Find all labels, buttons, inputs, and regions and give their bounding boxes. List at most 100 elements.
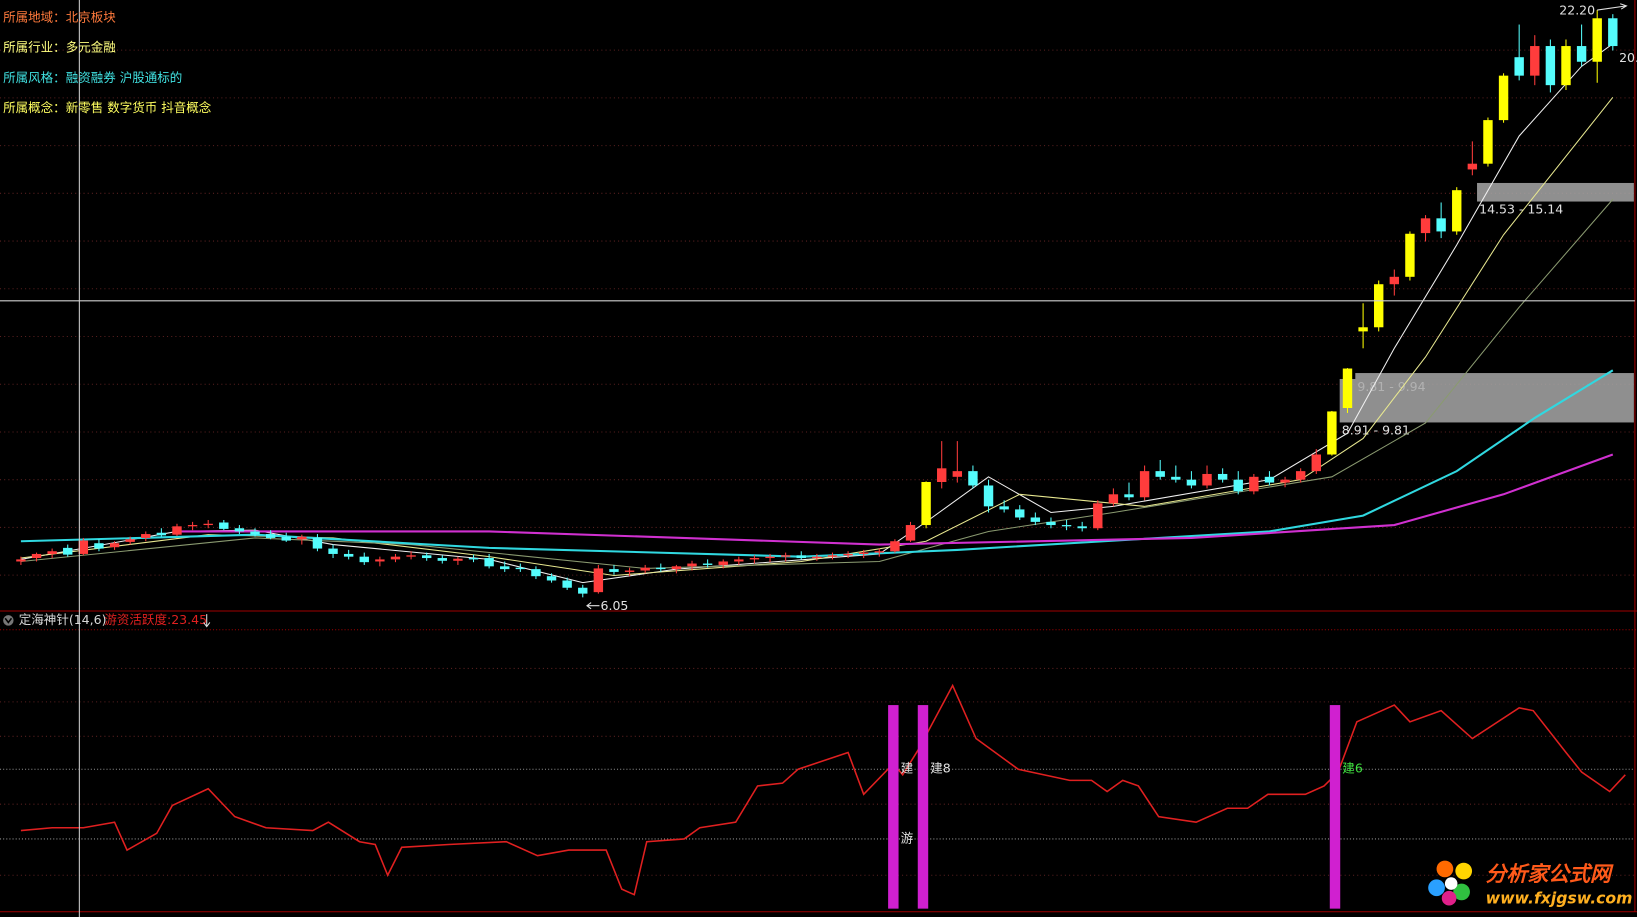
candle-body [1061, 525, 1072, 527]
candle-body [265, 534, 276, 538]
candle-body [1311, 454, 1321, 472]
price-zone [1355, 373, 1634, 379]
candle-body [1327, 411, 1337, 455]
logo-petal [1453, 883, 1470, 901]
candle-body [1030, 517, 1041, 522]
candle-body [531, 569, 541, 577]
candle-body [1077, 526, 1087, 529]
logo-petal [1455, 862, 1473, 880]
candle-body [1436, 218, 1446, 232]
candle-body [1389, 276, 1400, 285]
signal-label: 建6 [1342, 761, 1363, 776]
candle-body [1358, 327, 1368, 332]
collapse-icon-arrow [4, 617, 13, 624]
candle-body [734, 559, 744, 562]
candle-body [78, 540, 89, 554]
moving-average [20, 369, 1614, 558]
signal-bar [888, 705, 899, 909]
candle-body [468, 558, 479, 560]
indicator-name: 定海神针(14,6) [19, 612, 107, 627]
candle-body [1420, 218, 1431, 234]
candle-body [1452, 190, 1462, 232]
candle-body [1530, 46, 1540, 76]
candle-body [234, 528, 245, 532]
plot: 14.53 - 15.149.81 - 9.948.91 - 9.8122.20… [0, 3, 1637, 909]
logo-petal [1428, 879, 1445, 897]
info-line: 所属行业：多元金融 [3, 40, 116, 55]
candle-body [203, 523, 213, 526]
candle-body [1093, 503, 1103, 529]
candle-body [109, 543, 120, 548]
candle-body [1171, 476, 1181, 480]
candle-body [1186, 479, 1197, 486]
candle-body [1374, 284, 1384, 328]
candle-body [421, 555, 432, 559]
candle-body [1015, 509, 1025, 518]
candle-body [1295, 471, 1306, 480]
candle-body [297, 536, 307, 540]
candle-body [749, 558, 760, 560]
logo-petal [1441, 890, 1457, 906]
watermark-title: 分析家公式网 [1486, 862, 1614, 886]
candle-body [141, 534, 151, 538]
candle-body [156, 532, 167, 536]
candle-body [390, 556, 401, 560]
candle-body [593, 568, 604, 593]
candle-body [999, 506, 1009, 510]
candle-body [1139, 471, 1150, 498]
signal-bar [1329, 705, 1341, 909]
watermark: 分析家公式网 www.fxjgsw.com [1428, 860, 1632, 908]
candle-body [1233, 479, 1243, 492]
candle-body [858, 552, 869, 554]
price-zone [1477, 182, 1634, 202]
candle-body [937, 468, 947, 482]
logo-petal [1436, 860, 1454, 878]
candle-body [1405, 233, 1415, 277]
candle-body [983, 485, 994, 507]
info-line: 所属概念：新零售 数字货币 抖音概念 [3, 100, 212, 115]
candle-body [484, 558, 494, 567]
candle-body [671, 566, 682, 570]
candle-body [718, 561, 728, 565]
candle-body [905, 525, 916, 541]
candle-body [702, 563, 713, 565]
candle-body [187, 525, 198, 527]
candle-body [687, 563, 697, 567]
candle-body [406, 555, 416, 557]
candle-body [515, 567, 526, 570]
candle-body [172, 526, 182, 535]
candle-body [1124, 494, 1134, 498]
candle-body [1155, 471, 1165, 477]
signal-label: 建8 [930, 761, 951, 776]
candle-body [1467, 163, 1478, 170]
candle-body [609, 569, 619, 572]
candle-body [125, 539, 135, 542]
logo-center [1444, 877, 1458, 890]
candle-body [1108, 494, 1119, 504]
candle-body [47, 551, 57, 554]
candle-body [437, 558, 447, 561]
indicator-value-name: 游资活跃度: [104, 612, 171, 627]
zone-label: 8.91 - 9.81 [1342, 422, 1410, 437]
candle-body [827, 555, 838, 557]
candle-body [921, 481, 931, 526]
candle-body [16, 559, 26, 562]
low-arrow [586, 602, 600, 610]
candle-body [1280, 479, 1290, 483]
candle-body [1514, 57, 1524, 76]
high-arrow [1597, 3, 1628, 11]
info-line: 所属风格：融资融券 沪股通标的 [3, 70, 182, 85]
candle-body [812, 556, 822, 559]
candle-body [1202, 473, 1212, 486]
candle-body [968, 471, 978, 486]
candle-body [500, 566, 510, 570]
candle-body [312, 537, 323, 549]
candle-body [1545, 46, 1556, 86]
candle-body [1217, 473, 1228, 480]
candle-body [952, 471, 963, 477]
candle-body [780, 555, 791, 557]
collapse-icon[interactable] [3, 615, 14, 626]
candle-body [250, 531, 260, 535]
candle-body [562, 580, 572, 588]
